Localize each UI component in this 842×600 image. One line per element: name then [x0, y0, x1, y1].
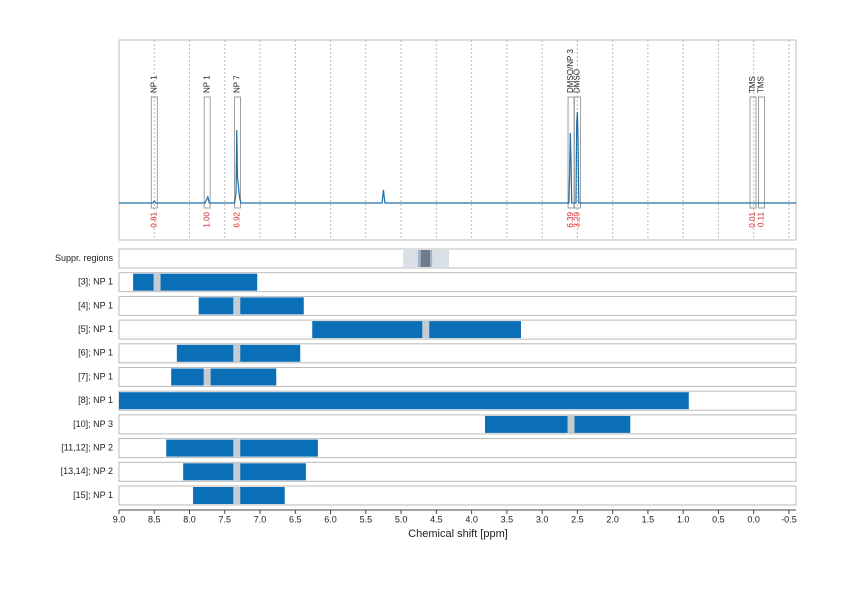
- row-label: [8]; NP 1: [78, 395, 113, 405]
- peak-marker: [233, 487, 241, 504]
- x-tick-label: 2.5: [571, 514, 584, 524]
- row-label: [15]; NP 1: [73, 490, 113, 500]
- region-bar: [485, 415, 631, 433]
- peak-marker: [233, 439, 241, 457]
- row-frame: [118, 295, 797, 316]
- spectrum-line: [119, 111, 796, 204]
- row-label: [13,14]; NP 2: [61, 466, 113, 476]
- peak-region: [234, 96, 241, 209]
- x-tick-label: 7.0: [254, 514, 267, 524]
- peak-marker: [203, 368, 211, 386]
- peak-marker: [153, 273, 161, 291]
- row-frame: [118, 438, 797, 459]
- peak-region: [758, 96, 765, 209]
- x-axis-title: Chemical shift [ppm]: [408, 528, 508, 540]
- integral-label: 6.39: [566, 211, 575, 227]
- suppression-region: [420, 250, 430, 267]
- row-frame: [118, 248, 797, 269]
- x-tick-label: 8.0: [183, 514, 196, 524]
- row-frame: [118, 367, 797, 387]
- peak-label: TMS: [757, 76, 766, 93]
- row-frame: [118, 461, 797, 482]
- x-tick-label: 3.5: [501, 514, 514, 524]
- row-label: Suppr. regions: [55, 253, 114, 263]
- x-tick-label: 6.5: [289, 514, 302, 524]
- x-tick-label: 4.5: [430, 514, 443, 524]
- peak-marker: [233, 344, 241, 362]
- x-tick-label: 6.0: [324, 514, 337, 524]
- x-tick-label: 7.5: [219, 514, 232, 524]
- row-frame: [118, 485, 797, 506]
- row-label: [7]; NP 1: [78, 371, 113, 381]
- spectrum-panel: [118, 39, 797, 241]
- region-bar: [312, 321, 521, 339]
- x-tick-label: 5.0: [395, 514, 408, 524]
- peak-region: [203, 96, 211, 209]
- row-label: [10]; NP 3: [73, 419, 113, 429]
- peak-label: DMSO: [572, 69, 581, 93]
- x-tick-label: -0.5: [781, 514, 797, 524]
- region-bar: [171, 368, 277, 386]
- row-label: [4]; NP 1: [78, 300, 113, 310]
- region-bar: [198, 297, 304, 315]
- region-bar: [119, 392, 689, 410]
- peak-label: NP 1: [149, 75, 158, 93]
- peak-label: DMSO/NP 3: [566, 49, 575, 93]
- x-tick-label: 8.5: [148, 514, 161, 524]
- integral-label: 0.11: [757, 211, 766, 227]
- integral-label: 0.81: [149, 211, 158, 227]
- x-tick-label: 4.0: [465, 514, 478, 524]
- x-tick-label: 1.5: [642, 514, 655, 524]
- row-frame: [118, 272, 797, 293]
- x-tick-label: 2.0: [606, 514, 619, 524]
- region-bar: [166, 439, 318, 457]
- row-label: [11,12]; NP 2: [61, 442, 113, 452]
- row-frame: [118, 343, 797, 364]
- peak-region: [573, 96, 581, 209]
- peak-marker: [567, 415, 575, 433]
- region-bar: [183, 463, 306, 481]
- peak-region: [150, 96, 158, 209]
- integral-label: 1.00: [202, 211, 211, 227]
- peak-marker: [233, 463, 241, 481]
- row-frame: [118, 414, 797, 435]
- x-tick-label: 5.5: [360, 514, 373, 524]
- x-tick-label: 0.5: [712, 514, 725, 524]
- integral-label: 6.92: [233, 211, 242, 227]
- x-tick-label: 0.0: [747, 514, 760, 524]
- x-tick-label: 1.0: [677, 514, 690, 524]
- peak-label: NP 1: [202, 75, 211, 93]
- integral-label: 3.29: [572, 211, 581, 227]
- row-label: [5]; NP 1: [78, 324, 113, 334]
- row-frame: [118, 319, 797, 340]
- x-tick-label: 9.0: [113, 514, 126, 524]
- region-bar: [133, 273, 258, 291]
- peak-region: [749, 96, 757, 209]
- peak-label: NP 7: [233, 75, 242, 93]
- peak-label: TMS: [748, 76, 757, 93]
- x-tick-label: 3.0: [536, 514, 549, 524]
- peak-marker: [233, 297, 241, 315]
- peak-marker: [422, 321, 430, 339]
- row-label: [3]; NP 1: [78, 277, 113, 287]
- row-label: [6]; NP 1: [78, 348, 113, 358]
- integral-label: 0.01: [748, 211, 757, 227]
